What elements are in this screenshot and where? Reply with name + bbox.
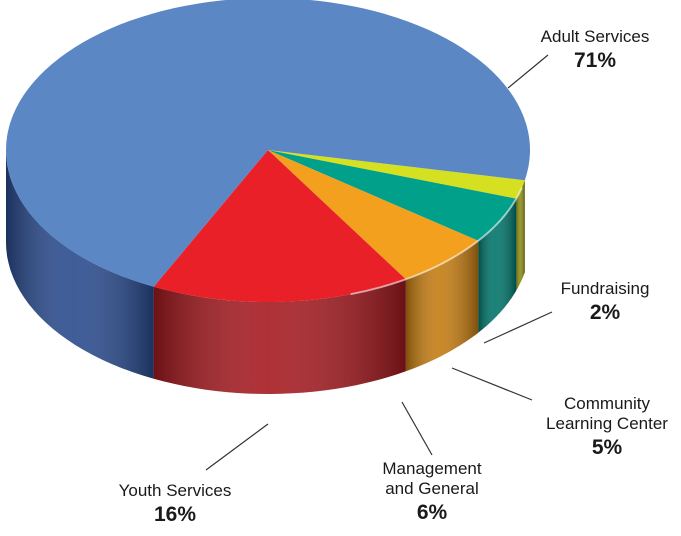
label-name: Management bbox=[382, 459, 482, 478]
leader-line-fundraising bbox=[483, 311, 553, 344]
label-name: Community bbox=[564, 394, 650, 413]
leader-line-youth bbox=[205, 423, 269, 471]
label-fundraising: Fundraising 2% bbox=[540, 279, 670, 326]
label-name-line2: Learning Center bbox=[546, 414, 668, 434]
leader-line-adult bbox=[507, 54, 549, 89]
label-name: Fundraising bbox=[560, 279, 650, 298]
slice-youth-services bbox=[153, 150, 406, 303]
label-percent: 71% bbox=[573, 49, 617, 73]
slice-community-learning-center bbox=[268, 150, 517, 241]
side-shade-adult-services bbox=[6, 150, 154, 379]
leader-lines bbox=[205, 54, 553, 471]
pie-sides bbox=[6, 150, 525, 394]
label-percent: 16% bbox=[153, 503, 197, 527]
side-shade-youth-services bbox=[153, 279, 406, 394]
leader-line-community bbox=[451, 367, 533, 401]
label-adult-services: Adult Services 71% bbox=[520, 27, 670, 74]
pie-tops bbox=[6, 0, 531, 303]
slice-adult-services bbox=[6, 0, 531, 287]
side-shade-fundraising bbox=[516, 180, 525, 291]
label-name: Adult Services bbox=[540, 27, 650, 46]
side-shade-community-learning-center bbox=[478, 198, 517, 333]
leader-line-management bbox=[401, 401, 433, 456]
side-shade-management-and-general bbox=[405, 240, 479, 372]
slice-fundraising bbox=[268, 150, 525, 199]
label-name-line2: and General bbox=[385, 479, 479, 499]
label-management-and-general: Management and General 6% bbox=[362, 459, 502, 526]
slice-management-and-general bbox=[268, 150, 479, 280]
label-percent: 6% bbox=[416, 501, 448, 525]
label-percent: 5% bbox=[591, 436, 623, 460]
label-percent: 2% bbox=[589, 301, 621, 325]
label-community-learning-center: Community Learning Center 5% bbox=[537, 394, 677, 461]
label-youth-services: Youth Services 16% bbox=[100, 481, 250, 528]
label-name: Youth Services bbox=[118, 481, 232, 500]
rim-highlight bbox=[350, 187, 523, 296]
